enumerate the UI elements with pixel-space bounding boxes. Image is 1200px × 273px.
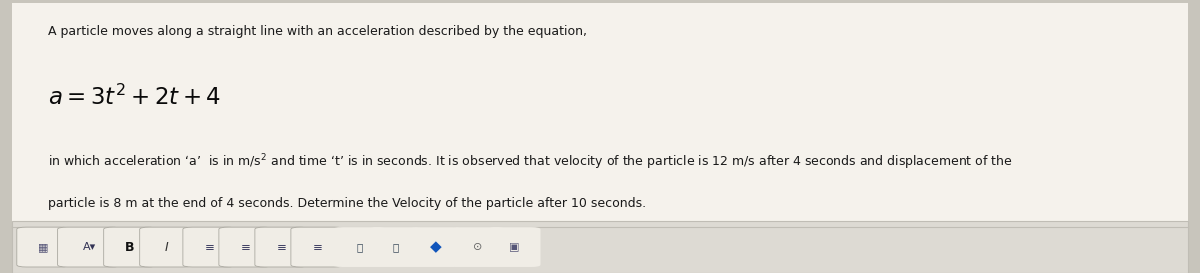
- FancyBboxPatch shape: [254, 227, 307, 267]
- FancyBboxPatch shape: [409, 227, 462, 267]
- Text: in which acceleration ‘a’  is in m/s$^2$ and time ‘t’ is in seconds. It is obser: in which acceleration ‘a’ is in m/s$^2$ …: [48, 153, 1013, 173]
- FancyBboxPatch shape: [182, 227, 235, 267]
- Text: B: B: [125, 241, 134, 254]
- FancyBboxPatch shape: [487, 227, 540, 267]
- Text: ▦: ▦: [38, 242, 48, 252]
- Text: ⛓: ⛓: [392, 242, 398, 252]
- FancyBboxPatch shape: [139, 227, 192, 267]
- FancyBboxPatch shape: [103, 227, 156, 267]
- FancyBboxPatch shape: [58, 227, 120, 267]
- FancyBboxPatch shape: [332, 227, 385, 267]
- Text: $\mathit{a} = 3\mathit{t}^2 + 2\mathit{t} + 4$: $\mathit{a} = 3\mathit{t}^2 + 2\mathit{t…: [48, 85, 221, 110]
- Text: ⊙: ⊙: [473, 242, 482, 252]
- Text: ≡: ≡: [276, 241, 287, 254]
- Text: 🔗: 🔗: [356, 242, 362, 252]
- Text: ≡: ≡: [240, 241, 251, 254]
- FancyBboxPatch shape: [12, 221, 1188, 273]
- FancyBboxPatch shape: [218, 227, 271, 267]
- Text: ≡: ≡: [312, 241, 323, 254]
- FancyBboxPatch shape: [17, 227, 70, 267]
- Text: I: I: [164, 241, 168, 254]
- Text: ≡: ≡: [204, 241, 215, 254]
- FancyBboxPatch shape: [368, 227, 421, 267]
- FancyBboxPatch shape: [451, 227, 504, 267]
- Text: ▣: ▣: [509, 242, 520, 252]
- FancyBboxPatch shape: [290, 227, 343, 267]
- Text: particle is 8 m at the end of 4 seconds. Determine the Velocity of the particle : particle is 8 m at the end of 4 seconds.…: [48, 197, 646, 210]
- Text: A particle moves along a straight line with an acceleration described by the equ: A particle moves along a straight line w…: [48, 25, 587, 38]
- Text: A▾: A▾: [83, 242, 96, 252]
- FancyBboxPatch shape: [12, 3, 1188, 227]
- Text: ◆: ◆: [431, 240, 442, 254]
